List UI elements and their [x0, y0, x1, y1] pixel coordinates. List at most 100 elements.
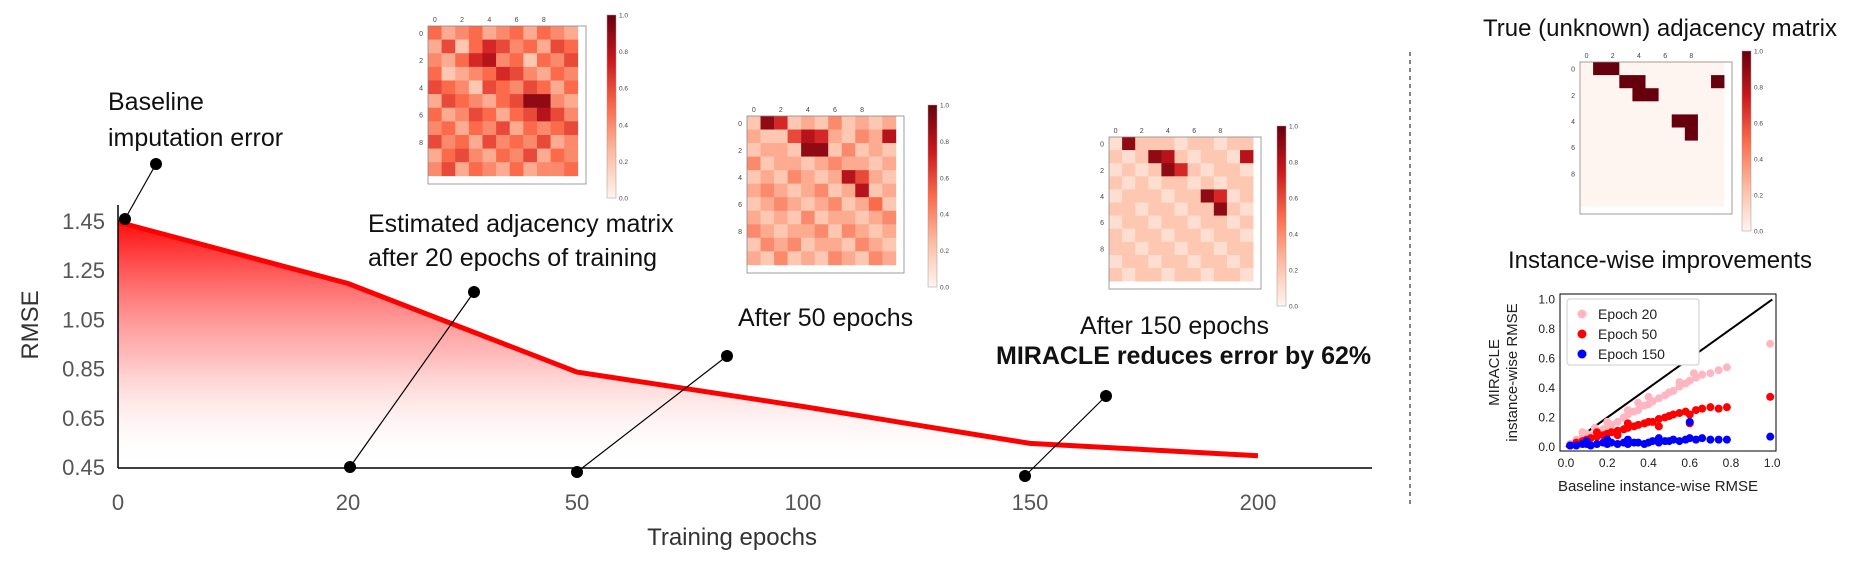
colorbar-gradient	[606, 14, 617, 199]
heatmap-cell	[1174, 268, 1188, 282]
heatmap-cell	[1135, 215, 1149, 230]
heatmap-cell	[1187, 202, 1202, 216]
heatmap-cell	[1226, 163, 1241, 177]
epoch20-callout-dot	[468, 286, 480, 298]
heatmap-cell	[801, 210, 815, 225]
x-axis-label: Training epochs	[647, 524, 817, 551]
heatmap-cell	[1671, 62, 1686, 76]
heatmap-col-tick: 4	[1166, 128, 1170, 135]
heatmap-cell	[1632, 127, 1646, 141]
heatmap-cell	[841, 210, 856, 225]
heatmap-cell	[1161, 163, 1175, 177]
scatter-y-tick: 0.0	[1538, 440, 1555, 454]
heatmap-cell	[496, 107, 511, 122]
colorbar-tick: 0.8	[619, 49, 628, 56]
heatmap-cell	[564, 26, 579, 40]
heatmap-cell	[496, 39, 511, 54]
heatmap-cell	[814, 156, 829, 171]
scatter-series-0	[1566, 339, 1775, 449]
heatmap-cell	[868, 210, 883, 225]
heatmap-cell	[1606, 75, 1620, 89]
heatmap-cell	[564, 107, 579, 122]
rmse-chart: 0 20 50 100 150 200 1.45 1.25 1.05 0.85 0.65 0.45 T…	[17, 205, 1372, 551]
heatmap-cell	[1226, 202, 1241, 216]
heatmap-cell	[787, 210, 802, 225]
heatmap-cell	[1122, 254, 1136, 269]
heatmap-cell	[1711, 193, 1725, 207]
reduction-label: MIRACLE reduces error by 62%	[996, 342, 1371, 370]
y-tick-label: 1.25	[62, 258, 105, 283]
scatter-point	[1648, 417, 1657, 426]
heatmap-row-tick: 0	[419, 31, 423, 38]
heatmap-cell	[523, 80, 538, 95]
baseline-dot	[119, 213, 131, 225]
heatmap-cell	[1711, 75, 1725, 89]
heatmap-cell	[1161, 150, 1175, 164]
colorbar-tick: 0.2	[1289, 268, 1298, 275]
heatmap-frame	[427, 25, 587, 185]
heatmap-cell	[1671, 75, 1686, 89]
heatmap-cell	[774, 251, 788, 266]
scatter-y-label-2: instance-wise RMSE	[1504, 303, 1521, 441]
heatmap-col-tick: 2	[1611, 53, 1615, 60]
heatmap-cell	[455, 107, 470, 122]
heatmap-cell	[1187, 241, 1202, 256]
heatmap-cell	[1226, 241, 1241, 256]
scatter-y-tick: 1.0	[1538, 292, 1555, 306]
heatmap-cell	[814, 143, 829, 157]
heatmap-cell	[747, 210, 761, 225]
heatmap-cell	[428, 66, 442, 81]
heatmap-cell	[1200, 163, 1215, 177]
heatmap-cell	[1174, 176, 1188, 190]
heatmap-cell	[1645, 179, 1659, 194]
heatmap-cell	[1593, 179, 1607, 194]
heatmap-cell	[1671, 127, 1686, 141]
heatmap-cell	[1161, 268, 1175, 282]
heatmap-cell	[1200, 189, 1215, 203]
heatmap-cell	[482, 94, 497, 109]
heatmap-cell	[441, 162, 456, 177]
heatmap-cell	[1200, 215, 1215, 230]
heatmap-cell	[828, 224, 843, 239]
scatter-point	[1685, 434, 1694, 443]
heatmap-cell	[1174, 241, 1188, 256]
heatmap-cell	[455, 66, 470, 81]
heatmap-cell	[1593, 140, 1607, 155]
heatmap-cell	[760, 237, 775, 252]
heatmap-cell	[428, 162, 442, 177]
scatter-y-tick: 0.6	[1538, 351, 1555, 365]
heatmap-cell	[1658, 127, 1673, 141]
heatmap-cell	[550, 39, 565, 54]
heatmap-cell	[1213, 202, 1228, 216]
heatmap-cell	[1619, 166, 1633, 181]
heatmap-cell	[855, 197, 870, 212]
x-tick-label: 50	[565, 490, 589, 515]
heatmap-cell	[550, 80, 565, 95]
heatmap-cell	[1645, 75, 1659, 89]
heatmap-cell	[496, 94, 511, 109]
heatmap-cell	[441, 94, 456, 109]
heatmap-cell	[1200, 241, 1215, 256]
baseline-label-2: imputation error	[108, 124, 283, 152]
heatmap-cell	[1240, 150, 1254, 164]
heatmap-cell	[882, 170, 897, 184]
heatmap-cell	[509, 94, 524, 109]
heatmap-cell	[1645, 140, 1659, 155]
heatmap-row-tick: 4	[1100, 194, 1104, 201]
colorbar-tick: 0.6	[619, 86, 628, 93]
heatmap-cell	[1240, 202, 1254, 216]
heatmap-cell	[1606, 101, 1620, 115]
heatmap-cell	[1711, 114, 1725, 128]
heatmap-cell	[1619, 140, 1633, 155]
heatmap-cell	[1135, 176, 1149, 190]
heatmap-cell	[468, 121, 483, 136]
epoch50-dot	[571, 466, 583, 478]
heatmap-cell	[828, 116, 843, 130]
heatmap-cell	[1161, 176, 1175, 190]
heatmap-cell	[1645, 62, 1659, 76]
heatmap-col-tick: 4	[806, 107, 810, 114]
heatmap-cell	[1122, 176, 1136, 190]
heatmap-cell	[1697, 153, 1712, 168]
scatter-point	[1669, 435, 1678, 444]
heatmap-cell	[1711, 140, 1725, 155]
